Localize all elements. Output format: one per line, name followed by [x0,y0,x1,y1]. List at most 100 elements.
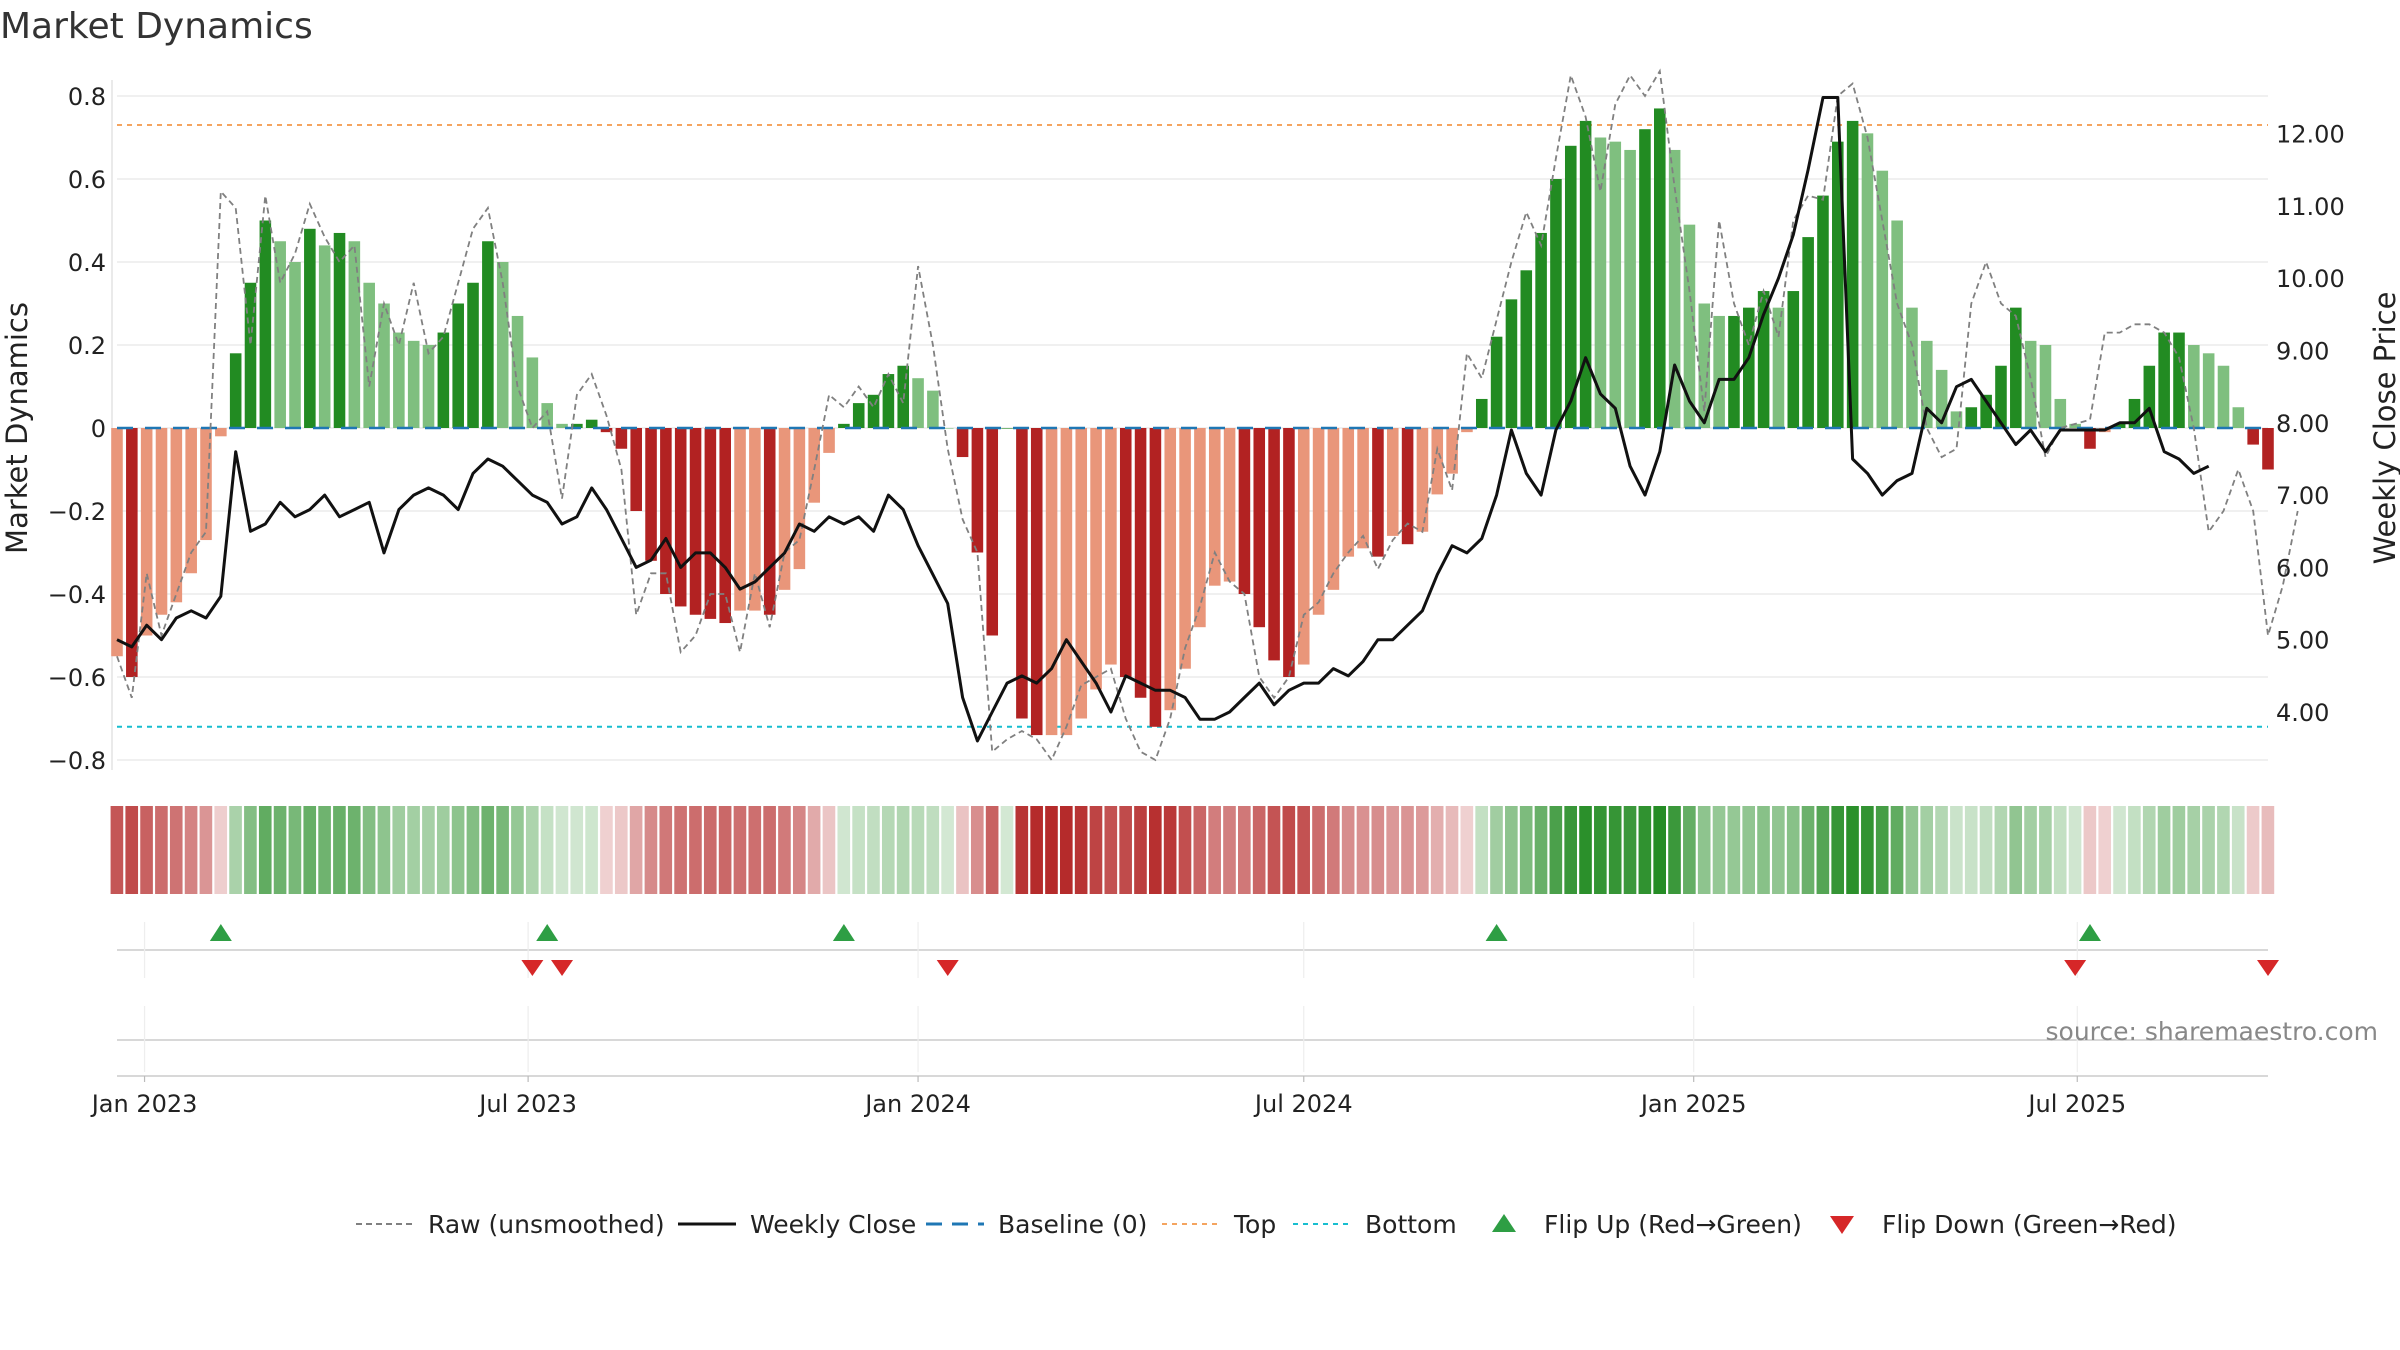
right-axis-label: Weekly Close Price [2368,292,2400,565]
dynamics-bar [259,220,272,428]
regime-cell [1430,806,1444,894]
reference-lines [117,124,2268,728]
dynamics-bar [1134,428,1147,698]
legend-swatch-flip-down [1830,1216,1854,1234]
regime-cell [1935,806,1948,894]
dynamics-bar [1238,428,1251,594]
dynamics-bar [126,428,138,677]
dynamics-bar [1564,145,1577,429]
regime-cell [540,806,554,894]
regime-cell [1089,806,1103,894]
dynamics-bar [482,241,494,428]
regime-cell [1045,806,1058,894]
regime-cell [214,806,228,894]
dynamics-bar [1223,428,1236,582]
dynamics-bar [1090,428,1102,690]
dynamics-bar [1030,428,1043,736]
x-tick-label: Jul 2024 [1253,1090,1353,1118]
left-axis-label: Market Dynamics [0,302,34,554]
regime-cell [1030,806,1043,894]
regime-cell [1134,806,1147,894]
regime-cell [1579,806,1592,894]
regime-cell [1252,806,1266,894]
x-axis-ticks: Jan 2023 Jul 2023 Jan 2024 Jul 2024 Jan 2025… [90,1076,2126,1118]
right-tick-label: 10.00 [2276,265,2345,293]
regime-cell [333,806,346,894]
left-tick-label: 0.4 [68,249,106,277]
flip-up-marker [209,924,232,941]
regime-cell [244,806,257,894]
regime-cell [229,806,242,894]
x-tick-label: Jan 2024 [863,1090,971,1118]
dynamics-bar [1520,270,1533,428]
dynamics-bar [1268,428,1280,661]
dynamics-bar [1297,428,1310,665]
dynamics-bar [1891,220,1903,428]
dynamics-bar [630,428,642,511]
dynamics-bar [2069,423,2081,428]
regime-cell [496,806,509,894]
regime-cell [392,806,406,894]
dynamics-bar [674,428,687,607]
x-tick-label: Jan 2025 [1639,1090,1747,1118]
regime-cell [881,806,895,894]
series-lines [116,68,2299,762]
regime-cell [1964,806,1978,894]
regime-cell [1697,806,1711,894]
chart-title: Market Dynamics [0,6,313,47]
regime-cell [1490,806,1503,894]
regime-cell [525,806,539,894]
legend-label: Bottom [1365,1210,1457,1239]
flip-up-marker [2078,924,2101,941]
dynamics-bar [1817,195,1829,428]
dynamics-bar [2039,345,2052,428]
dynamics-bar [467,282,479,428]
dynamics-bar [229,353,242,428]
regime-cell [1238,806,1251,894]
regime-cell [911,806,925,894]
dynamics-bar [1772,307,1785,428]
regime-cell [2172,806,2186,894]
regime-cell [1638,806,1652,894]
right-tick-label: 7.00 [2276,482,2329,510]
dynamics-bar [600,428,613,433]
flip-down-marker [2064,960,2087,976]
dynamics-bar [1372,428,1384,557]
dynamics-bar [660,428,672,594]
dynamics-bar [1386,428,1399,536]
legend-item: Raw (unsmoothed) [356,1210,665,1239]
regime-cell [451,806,465,894]
dynamics-bar [778,428,791,590]
regime-cell [1356,806,1370,894]
regime-cell [2098,806,2112,894]
left-tick-label: −0.8 [48,747,106,775]
flip-down-marker [936,960,959,976]
legend-item: Bottom [1293,1210,1457,1239]
legend-label: Weekly Close [750,1210,916,1239]
regime-cell [763,806,776,894]
regime-cell [110,806,124,894]
regime-cell [125,806,139,894]
dynamics-bar [1149,428,1162,727]
dynamics-bars [111,108,2274,736]
dynamics-bar [348,241,361,428]
legend-item: Weekly Close [678,1210,916,1239]
regime-cell [1831,806,1845,894]
regime-cell [1623,806,1637,894]
dynamics-bar [1906,307,1918,428]
dynamics-bar [1698,303,1711,428]
regime-cell [985,806,999,894]
dynamics-bar [1713,315,1725,428]
regime-cell [2217,806,2230,894]
dynamics-bar [1876,170,1889,428]
dynamics-bar [422,345,435,428]
right-tick-label: 4.00 [2276,699,2329,727]
regime-cell [184,806,198,894]
dynamics-bar [2113,423,2126,428]
x-tick-label: Jul 2025 [2026,1090,2126,1118]
dynamics-bar [1253,428,1266,628]
dynamics-bar [927,390,939,428]
regime-cell [659,806,673,894]
legend-item: Flip Up (Red→Green) [1492,1210,1802,1239]
regime-cell [2039,806,2052,894]
